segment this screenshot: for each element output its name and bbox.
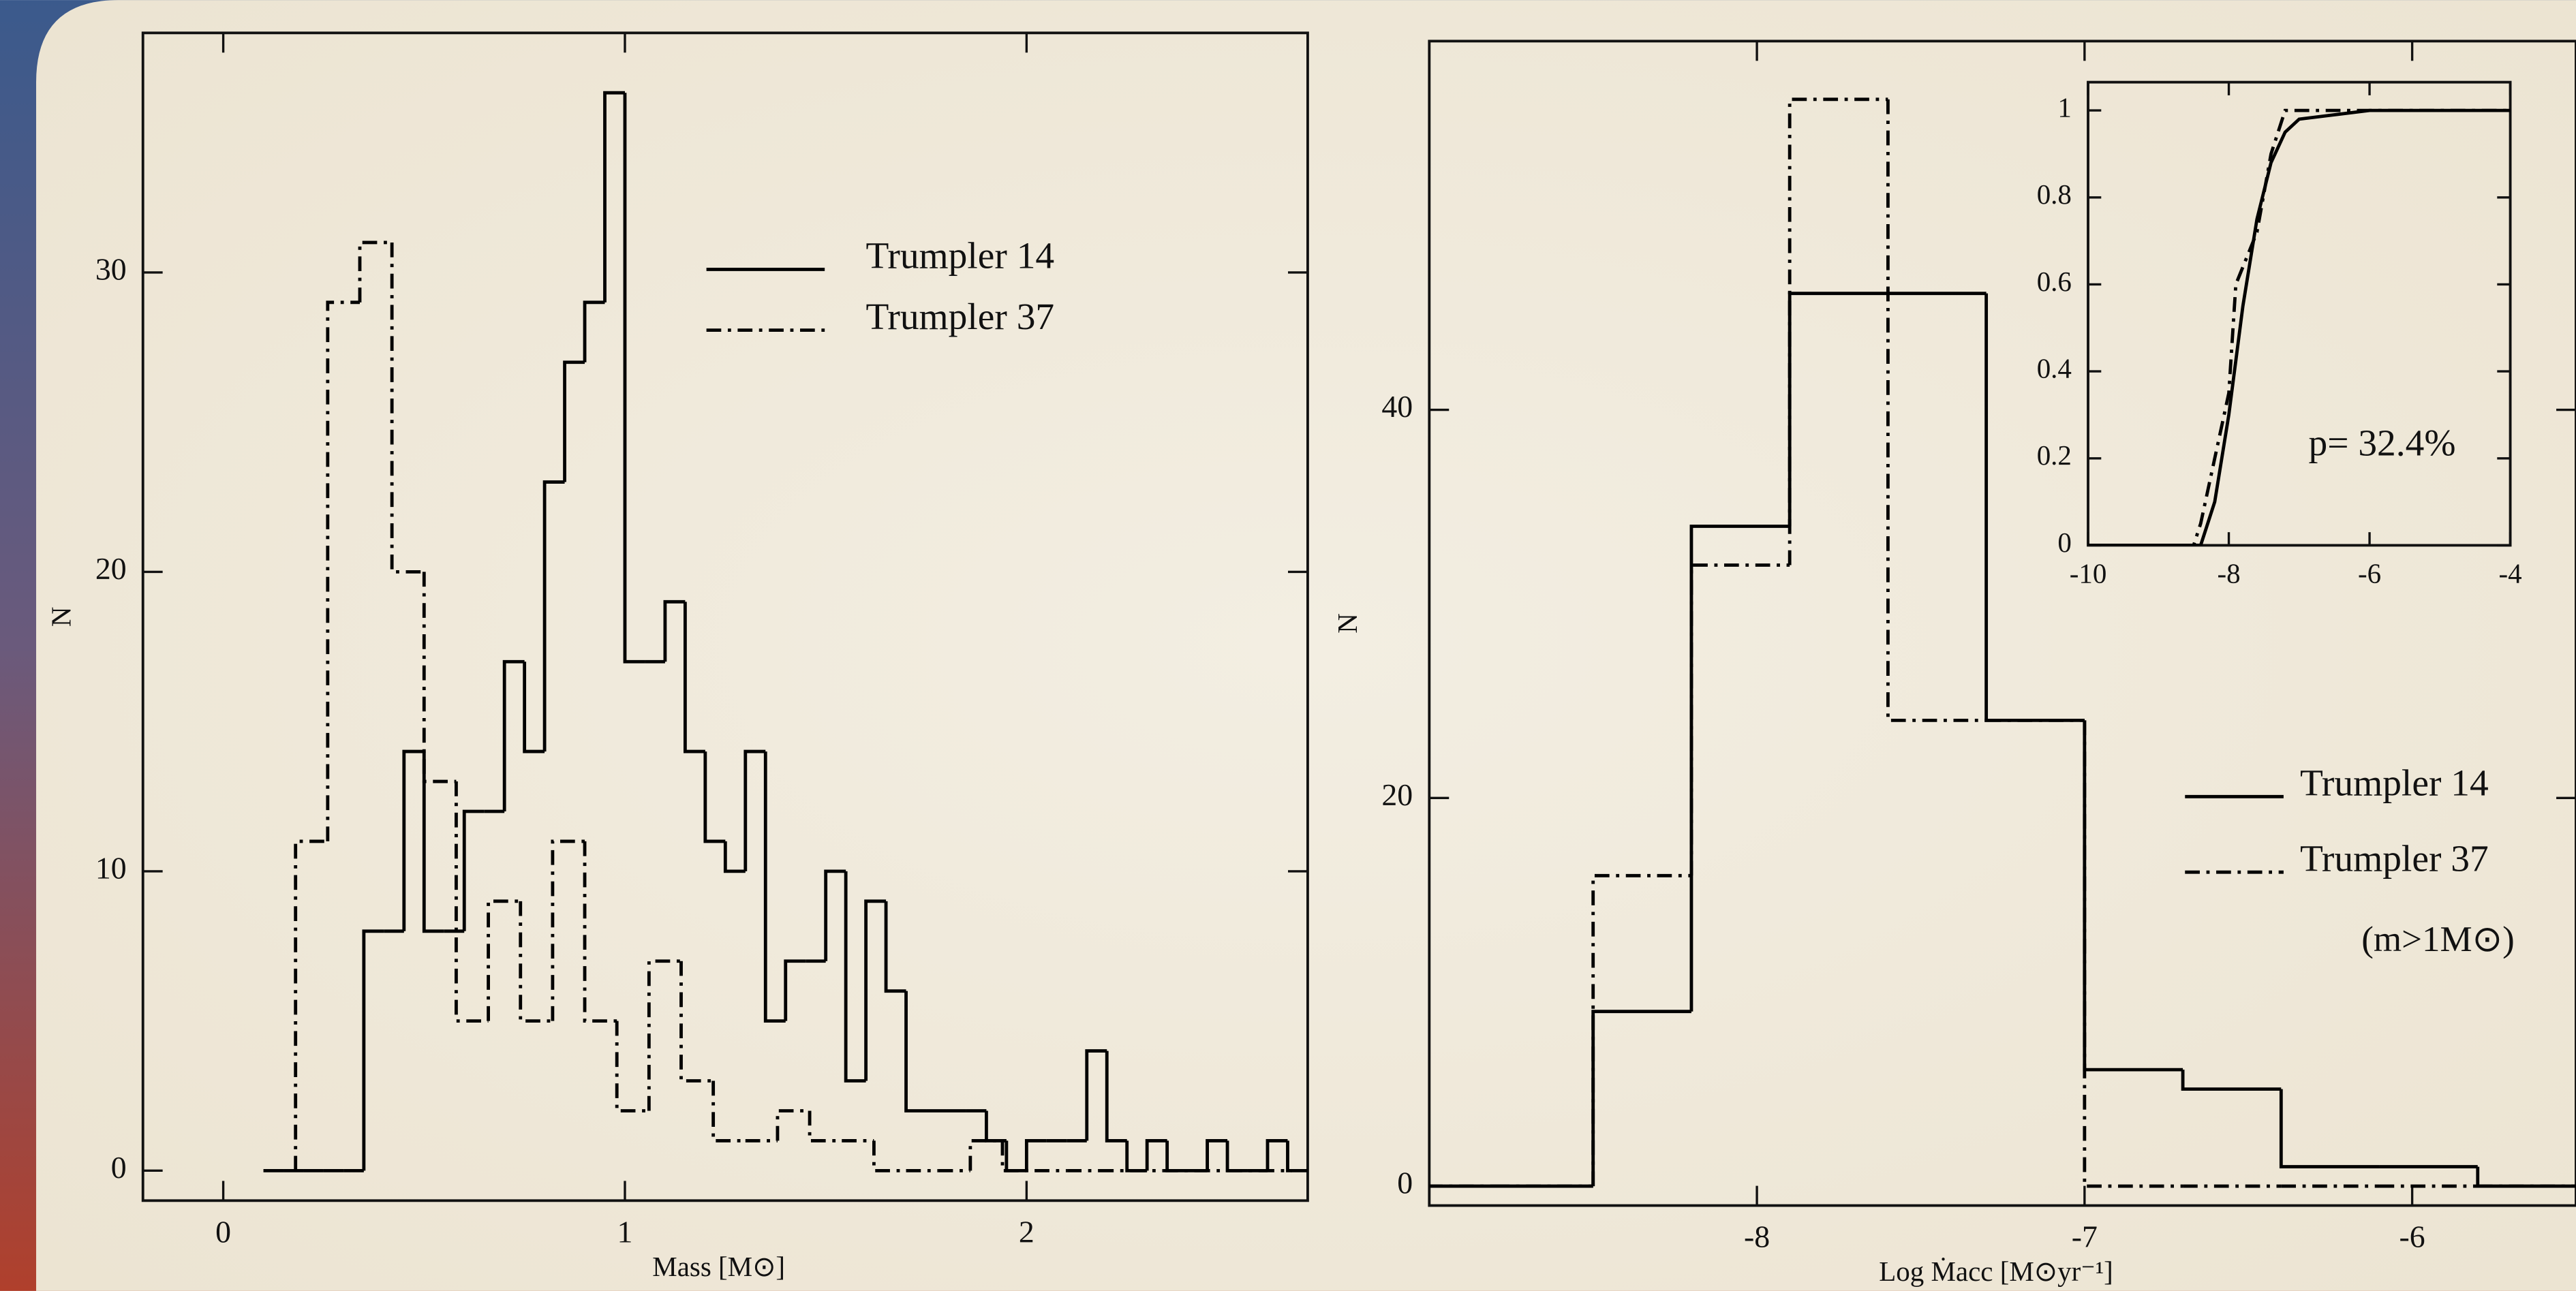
x-tick-label: -4 — [2499, 558, 2522, 589]
x-tick-label: -6 — [2399, 1219, 2425, 1254]
y-tick-label: 10 — [95, 850, 127, 885]
y-tick-label: 40 — [1381, 389, 1413, 424]
y-axis-label: N — [45, 607, 76, 627]
legend-label: Trumpler 14 — [2300, 762, 2489, 804]
y-tick-label: 0 — [2057, 527, 2071, 558]
x-tick-label: -8 — [1744, 1219, 1770, 1254]
legend-label: Trumpler 37 — [865, 296, 1054, 337]
y-tick-label: 20 — [1381, 777, 1413, 812]
x-tick-label: 1 — [617, 1214, 633, 1249]
y-tick-label: 0 — [1397, 1166, 1413, 1200]
x-tick-label: 2 — [1019, 1214, 1034, 1249]
chart: 0120102030Mass [M⊙]NTrumpler 14Trumpler … — [0, 0, 2576, 1291]
x-tick-label: -7 — [2072, 1219, 2098, 1254]
x-axis-label: Log Ṁacc [M⊙yr⁻¹] — [1879, 1256, 2113, 1287]
y-tick-label: 0.8 — [2037, 178, 2072, 210]
y-tick-label: 0.6 — [2037, 266, 2072, 297]
legend-label: Trumpler 14 — [865, 235, 1054, 277]
x-tick-label: -8 — [2217, 558, 2240, 589]
legend-note: (m>1M⊙) — [2361, 920, 2515, 959]
x-axis-label: Mass [M⊙] — [652, 1251, 785, 1282]
annotation: p= 32.4% — [2309, 422, 2456, 464]
y-tick-label: 0 — [111, 1150, 127, 1185]
x-tick-label: -10 — [2070, 558, 2107, 589]
y-tick-label: 20 — [95, 551, 127, 586]
y-tick-label: 1 — [2057, 92, 2071, 123]
y-tick-label: 0.2 — [2037, 439, 2072, 471]
background-panel — [36, 0, 2576, 1291]
y-axis-label: N — [1332, 613, 1363, 634]
y-tick-label: 30 — [95, 251, 127, 286]
x-tick-label: 0 — [215, 1214, 231, 1249]
legend-label: Trumpler 37 — [2300, 837, 2489, 879]
x-tick-label: -6 — [2358, 558, 2381, 589]
y-tick-label: 0.4 — [2037, 353, 2072, 384]
page: 0120102030Mass [M⊙]NTrumpler 14Trumpler … — [0, 0, 2576, 1291]
